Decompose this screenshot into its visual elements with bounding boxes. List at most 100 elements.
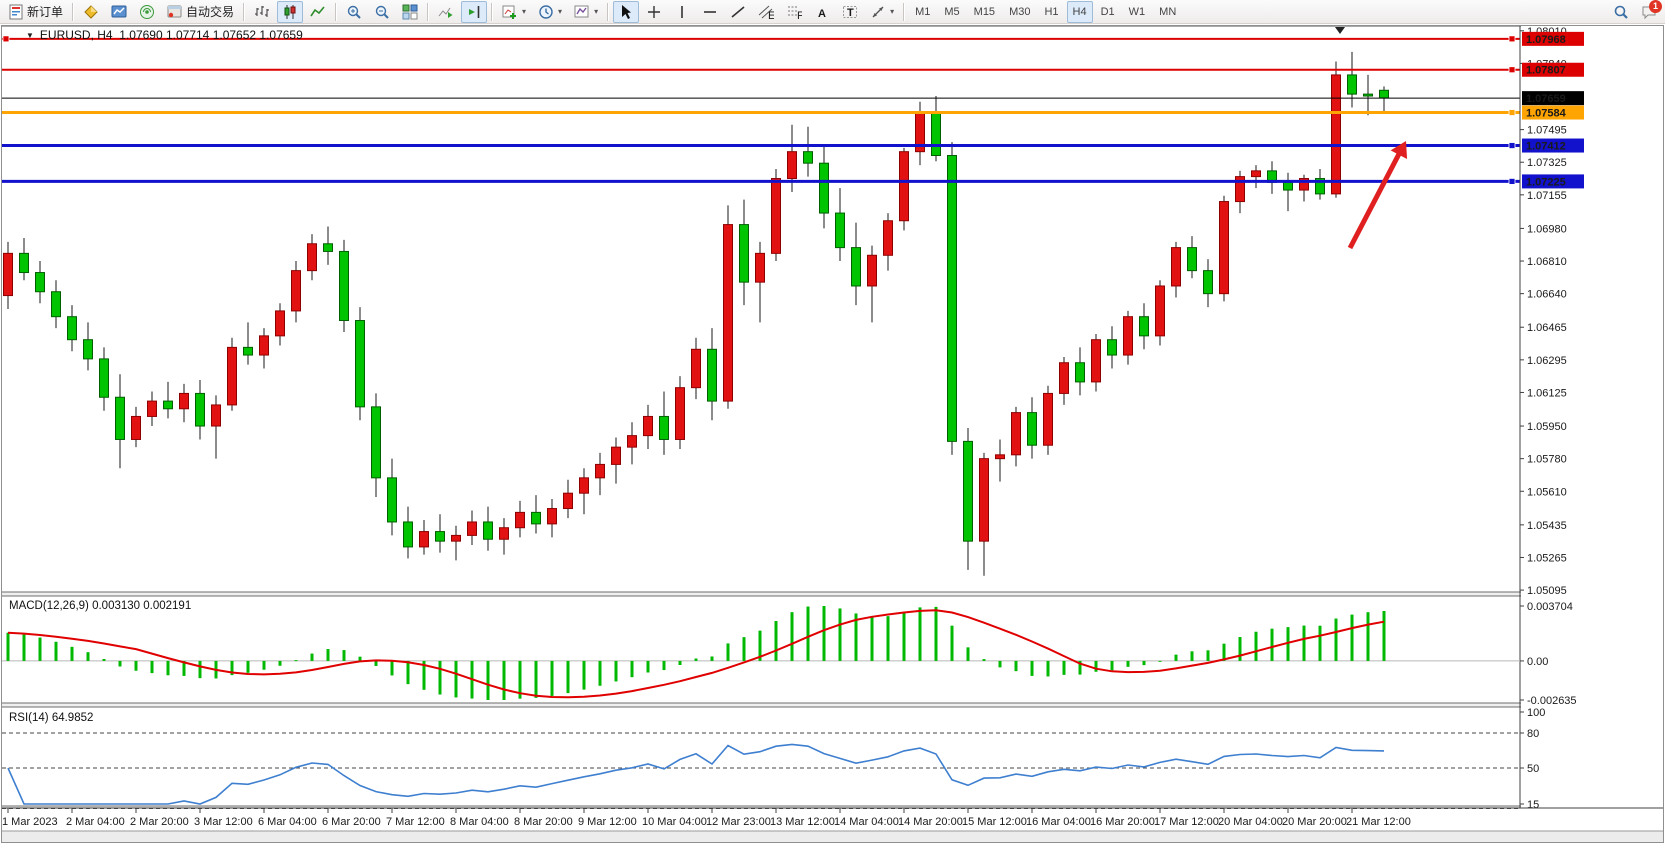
- time-tick-label: 10 Mar 04:00: [642, 816, 707, 828]
- dropdown-caret-icon[interactable]: ▾: [890, 7, 895, 16]
- fibonacci-tool-button[interactable]: F: [781, 1, 807, 23]
- candle-body: [1171, 247, 1181, 287]
- toolbar-separator: [903, 2, 906, 21]
- svg-text:1.07659: 1.07659: [1526, 93, 1566, 105]
- signals-button[interactable]: [134, 1, 160, 23]
- tf-mn-button[interactable]: MN: [1153, 1, 1182, 23]
- auto-scroll-button[interactable]: [433, 1, 459, 23]
- svg-text:1.07968: 1.07968: [1526, 34, 1566, 46]
- macd-axis-label: -0.002635: [1527, 695, 1577, 707]
- search-icon: [1614, 5, 1628, 19]
- dropdown-caret-icon[interactable]: ▾: [594, 7, 599, 16]
- trendline-tool-button[interactable]: [725, 1, 751, 23]
- price-tag-1.07412: 1.07412: [1522, 138, 1584, 153]
- hline-1.07968[interactable]: [2, 35, 1520, 43]
- candle-body: [35, 272, 45, 293]
- chart-window-button[interactable]: [106, 1, 132, 23]
- candle-body: [83, 339, 93, 360]
- tf-h4-button[interactable]: H4: [1066, 0, 1093, 23]
- candle-body: [435, 531, 445, 542]
- candle-body: [451, 534, 461, 542]
- zoom-in-button[interactable]: [341, 1, 367, 23]
- tf-h1-button[interactable]: H1: [1038, 1, 1064, 23]
- svg-text:E: E: [768, 10, 774, 20]
- tf-d1-button[interactable]: D1: [1095, 1, 1121, 23]
- time-tick-label: 15 Mar 12:00: [962, 816, 1027, 828]
- svg-text:F: F: [797, 10, 802, 20]
- svg-text:1.07584: 1.07584: [1526, 108, 1567, 120]
- tf-m15-button[interactable]: M15: [968, 1, 1001, 23]
- tf-m1-button-label: M1: [915, 5, 931, 18]
- zoom-out-button[interactable]: [369, 1, 395, 23]
- candle-body: [595, 463, 605, 479]
- line-handle[interactable]: [1508, 35, 1516, 43]
- tf-m15-button-label: M15: [973, 5, 996, 18]
- fibonacci-icon: F: [788, 6, 802, 20]
- toolbar-separator: [335, 2, 338, 21]
- candle-body: [1331, 74, 1341, 195]
- hline-1.07807[interactable]: [2, 66, 1520, 74]
- auto-scroll-icon: [438, 7, 453, 18]
- chart-shift-marker[interactable]: [1335, 27, 1345, 34]
- toolbar-separator: [427, 2, 430, 21]
- candle-body: [19, 252, 29, 274]
- hline-1.07584[interactable]: [2, 109, 1520, 116]
- hline-1.07412[interactable]: [2, 142, 1520, 149]
- time-tick-label: 13 Mar 12:00: [770, 816, 835, 828]
- candle-body: [243, 346, 253, 356]
- notifications-button[interactable]: 1: [1636, 0, 1662, 23]
- line-chart-button[interactable]: [305, 1, 331, 23]
- candle-body: [1251, 170, 1261, 178]
- toolbar-separator: [607, 2, 610, 21]
- line-handle[interactable]: [1508, 109, 1516, 116]
- text-label-tool-button[interactable]: T: [837, 1, 863, 23]
- gold-cube-button[interactable]: [78, 1, 104, 23]
- new-order-button[interactable]: 新订单: [3, 1, 68, 23]
- arrows-tool-button[interactable]: ▾: [865, 1, 899, 23]
- candle-body: [323, 243, 333, 252]
- line-handle[interactable]: [1508, 142, 1516, 149]
- hline-icon: [704, 10, 717, 13]
- chart-title-text: EURUSD, H4 1.07690 1.07714 1.07652 1.076…: [39, 28, 303, 42]
- tile-windows-button[interactable]: [397, 1, 423, 23]
- candle-body: [1219, 201, 1229, 295]
- hline-1.07225[interactable]: [2, 178, 1520, 185]
- rsi-line: [7, 743, 1385, 805]
- cursor-tool-button[interactable]: [613, 0, 640, 23]
- candlestick-chart-button[interactable]: [277, 0, 304, 23]
- templates-button[interactable]: ▾: [569, 1, 603, 23]
- line-handle[interactable]: [1508, 178, 1516, 185]
- main-toolbar: 新订单 自动交易 ▾ ▾ ▾ E F A T ▾ M1 M5 M15 M30 H1 H4 D1 W1 MN 1: [0, 0, 1665, 24]
- text-label-icon: T: [843, 5, 858, 19]
- chart-shift-button[interactable]: [461, 0, 488, 23]
- crosshair-tool-button[interactable]: [641, 1, 667, 23]
- dropdown-caret-icon[interactable]: ▾: [522, 7, 527, 16]
- tf-m5-button[interactable]: M5: [938, 1, 965, 23]
- add-indicator-button[interactable]: ▾: [497, 1, 531, 23]
- candle-body: [1075, 362, 1085, 383]
- chart-menu-caret[interactable]: ▼: [26, 30, 34, 40]
- candle-body: [227, 346, 237, 406]
- line-handle[interactable]: [2, 35, 10, 43]
- horizontal-line-tool-button[interactable]: [697, 1, 723, 23]
- bar-chart-button[interactable]: [249, 1, 275, 23]
- tf-m1-button[interactable]: M1: [909, 1, 936, 23]
- time-axis[interactable]: [2, 809, 1663, 832]
- line-handle[interactable]: [1508, 66, 1516, 74]
- candle-body: [771, 178, 781, 254]
- toolbar-separator: [243, 2, 246, 21]
- vertical-line-tool-button[interactable]: [669, 1, 695, 23]
- time-tick-label: 17 Mar 12:00: [1154, 816, 1219, 828]
- tf-m30-button[interactable]: M30: [1003, 1, 1036, 23]
- channel-tool-button[interactable]: E: [753, 1, 779, 23]
- autotrading-button-label: 自动交易: [186, 5, 235, 19]
- autotrading-button[interactable]: 自动交易: [162, 1, 239, 23]
- periods-button[interactable]: ▾: [533, 1, 567, 23]
- candle-body: [1091, 339, 1101, 383]
- trend-arrow-annotation[interactable]: [1347, 141, 1408, 250]
- dropdown-caret-icon[interactable]: ▾: [558, 7, 563, 16]
- search-button[interactable]: [1608, 1, 1634, 23]
- tf-w1-button[interactable]: W1: [1123, 1, 1152, 23]
- time-tick-label: 2 Mar 20:00: [130, 816, 189, 828]
- text-tool-button[interactable]: A: [809, 1, 835, 23]
